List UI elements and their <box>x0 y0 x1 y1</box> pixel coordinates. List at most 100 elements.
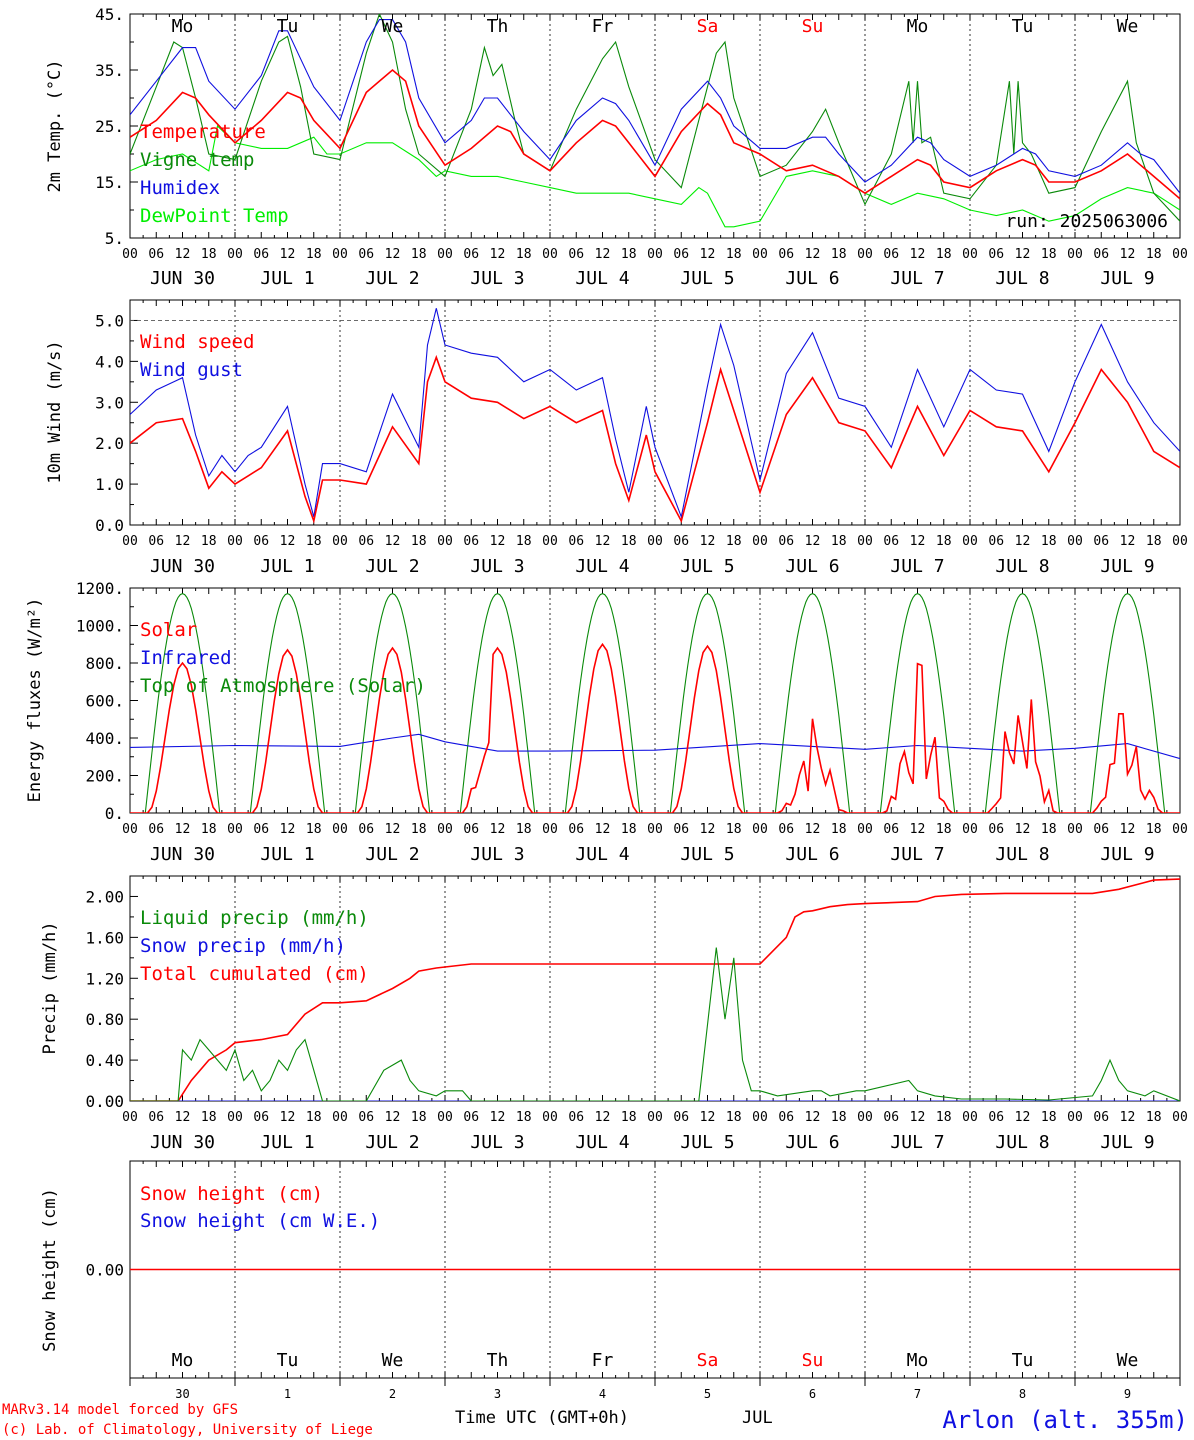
hour-label: 18 <box>936 247 952 262</box>
hour-label: 18 <box>1146 822 1162 837</box>
series-line-wind-speed <box>130 354 1180 524</box>
hour-label: 12 <box>490 534 506 549</box>
hour-label: 00 <box>227 247 243 262</box>
hour-label: 12 <box>1015 534 1031 549</box>
series-line-infrared <box>130 733 1180 760</box>
hour-label: 18 <box>1041 822 1057 837</box>
legend-humidex: Humidex <box>140 177 220 199</box>
y-tick-label: 15. <box>95 173 124 192</box>
y-tick-label: 5. <box>105 229 124 248</box>
y-tick-label: 2.0 <box>95 434 124 453</box>
panel-1: 5. 15. 25. 35. 45. 2m Temp. (°C) Temperature Vi… <box>45 5 1188 289</box>
day-label: JUL 7 <box>890 556 944 577</box>
y-axis-label: Energy fluxes (W/m²) <box>25 598 45 803</box>
day-label: JUL 6 <box>785 556 839 577</box>
day-label: JUN 30 <box>150 844 215 865</box>
weekday-label: Sa <box>697 1350 719 1371</box>
hour-label: 00 <box>542 534 558 549</box>
hour-label: 00 <box>227 534 243 549</box>
hour-label: 06 <box>253 822 269 837</box>
hour-label: 12 <box>700 247 716 262</box>
y-tick-label: 2.00 <box>85 887 124 906</box>
weekday-label: Tu <box>277 1350 299 1371</box>
y-tick-label: 25. <box>95 117 124 136</box>
hour-label: 06 <box>148 534 164 549</box>
hour-label: 00 <box>1172 822 1188 837</box>
y-tick-label: 45. <box>95 5 124 24</box>
hour-label: 00 <box>647 822 663 837</box>
hour-label: 12 <box>910 822 926 837</box>
hour-label: 06 <box>778 1110 794 1125</box>
hour-label: 00 <box>962 247 978 262</box>
hour-label: 12 <box>1120 822 1136 837</box>
legend-snow-height-cm-w-e-: Snow height (cm W.E.) <box>140 1210 380 1232</box>
hour-label: 12 <box>700 1110 716 1125</box>
run-label: run: 2025063006 <box>1005 211 1168 232</box>
series-group <box>130 308 1180 524</box>
hour-label: 12 <box>1015 1110 1031 1125</box>
series-line-liquid-precip-mm-h- <box>130 947 1180 1101</box>
y-axis-label: Precip (mm/h) <box>40 921 60 1054</box>
weekday-label: We <box>1117 1350 1139 1371</box>
hour-label: 18 <box>831 1110 847 1125</box>
hour-label: 12 <box>1015 247 1031 262</box>
legend-temperature: Temperature <box>140 121 266 143</box>
day-label: JUL 6 <box>785 1132 839 1153</box>
hour-label: 06 <box>253 534 269 549</box>
hour-label: 06 <box>673 822 689 837</box>
day-label: JUL 2 <box>365 844 419 865</box>
hour-label: 00 <box>437 1110 453 1125</box>
day-label: JUL 1 <box>260 844 314 865</box>
panel-5: 0.00 Snow height (cm) Snow height (cm) Snow… <box>40 1160 1181 1401</box>
legend-total-cumulated-cm-: Total cumulated (cm) <box>140 963 369 985</box>
y-tick-label: 1200. <box>76 579 124 598</box>
day-label: JUL 1 <box>260 1132 314 1153</box>
y-tick-label: 1.60 <box>85 928 124 947</box>
series-line-dewpoint-temp <box>130 124 1180 228</box>
hour-label: 06 <box>883 822 899 837</box>
y-tick-label: 0. <box>105 804 124 823</box>
hour-label: 18 <box>621 247 637 262</box>
hour-label: 00 <box>122 1110 138 1125</box>
weekday-label: Tu <box>1012 1350 1034 1371</box>
day-label: JUL 8 <box>995 556 1049 577</box>
hour-label: 12 <box>910 1110 926 1125</box>
hour-label: 18 <box>516 534 532 549</box>
y-tick-label: 1.0 <box>95 475 124 494</box>
y-tick-label: 1.20 <box>85 969 124 988</box>
day-label: JUL 8 <box>995 1132 1049 1153</box>
hour-label: 12 <box>595 534 611 549</box>
series-line-top-of-atmosphere-solar- <box>130 592 1180 813</box>
series-line-vigne-temp <box>130 14 1180 222</box>
day-label: JUL 5 <box>680 268 734 289</box>
hour-label: 18 <box>726 247 742 262</box>
series-group <box>130 878 1180 1101</box>
hour-label: 00 <box>1172 1110 1188 1125</box>
footer: MARv3.14 model forced by GFS (c) Lab. of… <box>2 1402 1188 1438</box>
hour-label: 18 <box>411 534 427 549</box>
hour-label: 18 <box>1041 247 1057 262</box>
weekday-label: Sa <box>697 16 719 37</box>
weekday-label: Mo <box>172 1350 194 1371</box>
hour-label: 06 <box>778 247 794 262</box>
hour-label: 18 <box>1146 1110 1162 1125</box>
weekday-label: We <box>1117 16 1139 37</box>
day-label: JUL 3 <box>470 556 524 577</box>
day-label: JUL 6 <box>785 268 839 289</box>
legend-snow-height-cm-: Snow height (cm) <box>140 1183 323 1205</box>
hour-label: 00 <box>227 822 243 837</box>
hour-label: 12 <box>280 534 296 549</box>
day-label: JUL 7 <box>890 1132 944 1153</box>
hour-label: 18 <box>306 534 322 549</box>
hour-label: 12 <box>280 247 296 262</box>
hour-label: 00 <box>1067 534 1083 549</box>
y-tick-label: 4.0 <box>95 352 124 371</box>
hour-label: 00 <box>752 247 768 262</box>
y-tick-label: 0.00 <box>85 1261 124 1280</box>
hour-label: 12 <box>595 1110 611 1125</box>
hour-label: 12 <box>805 1110 821 1125</box>
weekday-label: Mo <box>907 1350 929 1371</box>
day-label: JUL 3 <box>470 844 524 865</box>
day-label: JUL 5 <box>680 844 734 865</box>
